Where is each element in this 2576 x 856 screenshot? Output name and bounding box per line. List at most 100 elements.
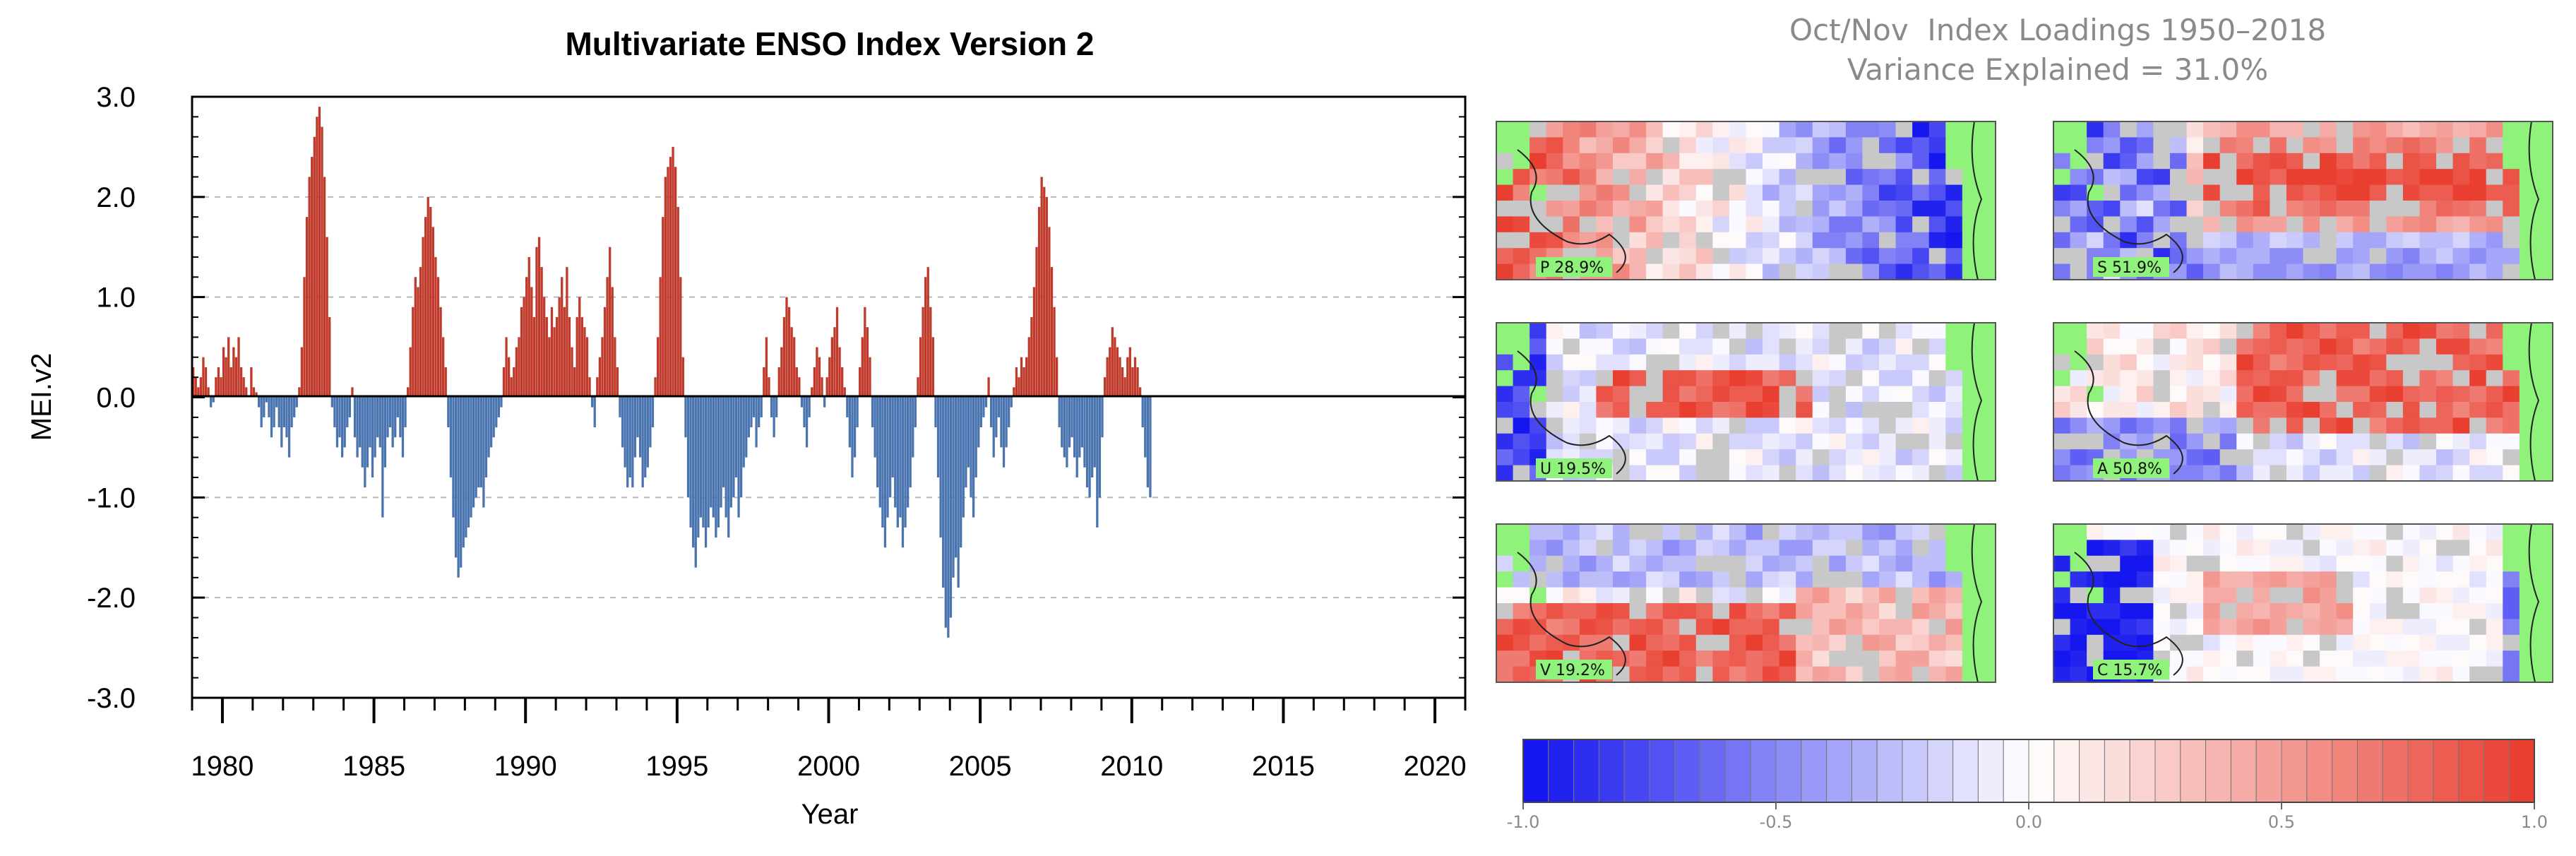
map-cell xyxy=(1662,555,1680,572)
mei-bar xyxy=(777,367,780,398)
mei-bar xyxy=(427,196,429,398)
map-cell xyxy=(1596,201,1614,217)
map-cell xyxy=(1596,137,1614,154)
map-cell xyxy=(1829,555,1847,572)
map-cell xyxy=(2053,121,2071,138)
map-cell xyxy=(1513,216,1530,233)
map-cell xyxy=(2536,121,2553,138)
map-cell xyxy=(1796,201,1813,217)
map-cell xyxy=(1563,338,1580,355)
map-cell xyxy=(1895,386,1913,403)
map-cell xyxy=(1712,370,1730,387)
map-cell xyxy=(1962,402,1980,418)
map-cell xyxy=(2436,540,2454,557)
map-cell xyxy=(2519,433,2537,450)
map-cell xyxy=(2236,417,2254,434)
map-cell xyxy=(1895,433,1913,450)
map-cell xyxy=(2219,571,2237,588)
map-cell xyxy=(2320,587,2337,604)
map-cell xyxy=(1612,433,1630,450)
colorbar-cell xyxy=(1977,739,2004,803)
map-cell xyxy=(1612,666,1630,683)
map-cell xyxy=(2186,555,2204,572)
map-cell xyxy=(2270,555,2287,572)
mei-bar xyxy=(712,397,715,518)
map-cell xyxy=(2303,386,2320,403)
mei-bar xyxy=(679,277,682,398)
map-cell xyxy=(1912,524,1930,540)
map-cell xyxy=(2203,666,2221,683)
map-cell xyxy=(2087,417,2104,434)
map-cell xyxy=(1746,121,1763,138)
map-cell xyxy=(2536,370,2553,387)
map-cell xyxy=(2120,619,2137,636)
colorbar-cell xyxy=(1674,739,1701,803)
map-frame xyxy=(1496,523,1996,683)
map-cell xyxy=(2402,666,2421,683)
map-cell xyxy=(1962,555,1980,572)
map-cell xyxy=(2153,540,2171,557)
panel-label-box xyxy=(2093,257,2169,277)
map-cell xyxy=(1513,540,1530,557)
map-cell xyxy=(1695,433,1713,450)
map-cell xyxy=(2236,603,2254,619)
map-cell xyxy=(2336,201,2354,217)
map-cell xyxy=(1612,386,1630,403)
mei-bar xyxy=(1123,377,1126,398)
map-cell xyxy=(2486,386,2503,403)
map-cell xyxy=(1912,449,1930,466)
map-cell xyxy=(2169,650,2188,667)
map-cell xyxy=(2369,634,2387,651)
map-cell xyxy=(1845,370,1864,387)
map-cell xyxy=(2486,248,2503,265)
map-cell xyxy=(2153,184,2171,201)
map-cell xyxy=(2402,248,2421,265)
map-cell xyxy=(2469,201,2487,217)
mei-bar xyxy=(1037,207,1041,398)
mei-bar xyxy=(926,267,929,398)
map-cell xyxy=(2203,619,2221,636)
map-cell xyxy=(1746,465,1763,482)
map-cell xyxy=(1945,248,1963,265)
map-cell xyxy=(2270,323,2287,339)
map-cell xyxy=(2336,524,2354,540)
map-cell xyxy=(2303,666,2320,683)
map-cell xyxy=(2053,666,2071,683)
map-cell xyxy=(2070,433,2087,450)
map-cell xyxy=(1845,650,1864,667)
map-cell xyxy=(1763,571,1780,588)
map-cell xyxy=(2469,232,2487,249)
map-cell xyxy=(1895,184,1913,201)
mei-bar xyxy=(906,397,910,508)
map-cell xyxy=(1679,433,1697,450)
map-cell xyxy=(1695,137,1713,154)
map-cell xyxy=(1646,338,1664,355)
map-cell xyxy=(1563,323,1580,339)
map-cell xyxy=(1679,587,1697,604)
mei-bar xyxy=(1053,307,1056,398)
map-cell xyxy=(2369,524,2387,540)
map-cell xyxy=(1513,354,1530,371)
map-cell xyxy=(1862,216,1880,233)
map-cell xyxy=(2436,571,2454,588)
mei-timeseries-chart: Multivariate ENSO Index Version 2 -3.0-2… xyxy=(26,25,1467,830)
map-cell xyxy=(1895,354,1913,371)
map-cell xyxy=(2469,137,2487,154)
map-cell xyxy=(1629,323,1647,339)
map-cell xyxy=(1579,386,1597,403)
map-cell xyxy=(2070,153,2087,170)
mei-bar xyxy=(795,367,798,398)
map-cell xyxy=(2053,216,2071,233)
map-cell xyxy=(1712,248,1730,265)
map-cell xyxy=(2503,248,2520,265)
map-cell xyxy=(1712,571,1730,588)
mei-bar xyxy=(960,397,962,548)
map-cell xyxy=(2153,524,2171,540)
colorbar-cell xyxy=(2433,739,2459,803)
map-cell xyxy=(2519,153,2537,170)
map-cell xyxy=(2219,619,2237,636)
mei-bar xyxy=(811,387,813,398)
map-cell xyxy=(1746,137,1763,154)
map-cell xyxy=(2153,137,2171,154)
map-cell xyxy=(2120,338,2137,355)
